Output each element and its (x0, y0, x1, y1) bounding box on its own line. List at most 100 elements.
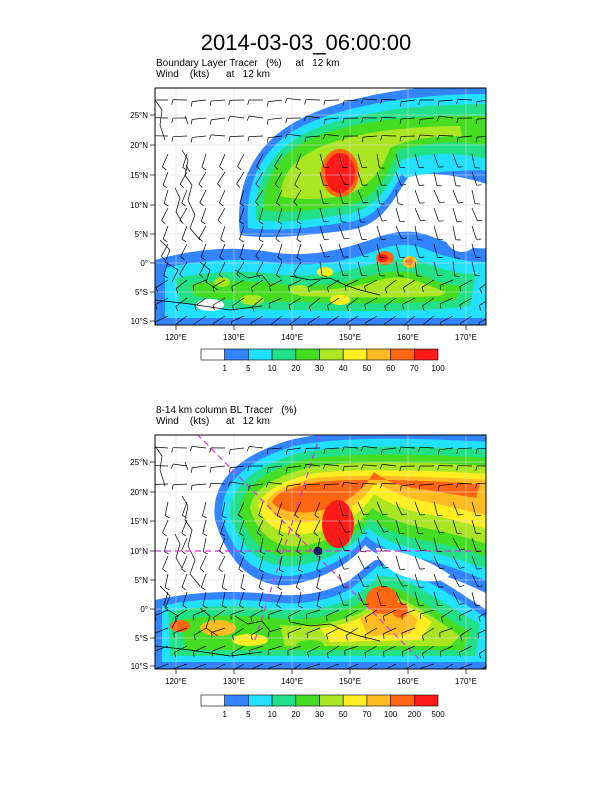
wind-barb-flag (220, 238, 225, 243)
wind-barb-staff (173, 483, 188, 486)
wind-barb-flag (190, 119, 193, 125)
panel1-colorbar: 1 5 10 20 30 40 50 60 70 100 (200, 348, 445, 373)
wind-barb-flag (493, 240, 498, 241)
wind-barb-staff (452, 225, 457, 240)
wind-barb-staff (319, 189, 324, 204)
wind-barb-flag (278, 569, 284, 573)
wind-barb-staff (250, 315, 264, 324)
wind-barb-flag (441, 671, 442, 676)
wind-barb-staff (491, 244, 495, 257)
wind-barb-staff (452, 591, 460, 605)
wind-barb-staff (439, 447, 454, 451)
panel1-wind-barbs (155, 98, 498, 325)
wind-barb-flag (401, 603, 407, 606)
wind-barb-staff (367, 663, 378, 669)
wind-barb-flag (230, 321, 233, 325)
wind-barb-flag (155, 669, 156, 674)
wind-barb-flag (479, 671, 480, 676)
wind-barb-staff (270, 315, 283, 325)
wind-barb-flag (276, 604, 281, 609)
wind-barb-staff (218, 555, 226, 569)
wind-barb-flag (217, 219, 222, 224)
wind-barb-staff (269, 279, 283, 287)
wind-barb-staff (440, 297, 454, 305)
wind-barb-flag (437, 101, 440, 107)
wind-barb-staff (218, 261, 226, 275)
wind-barb-flag (203, 551, 208, 555)
panel1-frame (154, 87, 487, 326)
wind-barb-staff (401, 609, 416, 616)
colorbar-label: 60 (386, 364, 395, 373)
wind-barb-staff (202, 501, 207, 516)
wind-barb-flag (475, 119, 478, 125)
wind-barb-staff (376, 501, 383, 515)
wind-barb-flag (458, 615, 461, 621)
wind-barb-flag (383, 566, 389, 569)
wind-barb-staff (295, 153, 302, 168)
wind-barb-flag (383, 530, 389, 533)
wind-barb-staff (357, 555, 365, 569)
wind-barb-flag (199, 274, 204, 279)
wind-barb-staff (307, 279, 321, 288)
wind-barb-staff (161, 243, 169, 257)
wind-barb-staff (326, 645, 340, 654)
wind-barb-flag (190, 485, 193, 491)
wind-barb-flag (275, 184, 280, 188)
wind-barb-staff (491, 190, 494, 204)
wind-barb-staff (384, 279, 397, 290)
wind-barb-staff (155, 279, 169, 288)
wind-barb-staff (414, 189, 421, 204)
wind-barb-staff (274, 153, 283, 167)
wind-barb-staff (155, 627, 169, 634)
wind-barb-flag (202, 515, 208, 519)
wind-barb-flag (201, 220, 206, 225)
wind-barb-staff (420, 117, 435, 120)
wind-barb-staff (314, 501, 321, 516)
wind-barb-flag (192, 615, 194, 621)
wind-barb-flag (209, 134, 212, 140)
wind-barb-flag (458, 202, 464, 204)
lon-tick-label: 160°E (397, 677, 419, 686)
wind-barb-flag (420, 549, 426, 552)
wind-barb-staff (211, 645, 226, 652)
wind-barb-staff (433, 225, 439, 240)
wind-barb-flag (342, 118, 345, 124)
wind-barb-flag (456, 99, 459, 105)
wind-barb-flag (316, 587, 322, 591)
wind-barb-staff (344, 481, 359, 485)
wind-barb-flag (326, 634, 328, 640)
wind-barb-flag (239, 257, 245, 261)
wind-barb-staff (276, 591, 283, 606)
wind-barb-flag (459, 652, 461, 658)
wind-barb-flag (255, 183, 260, 188)
wind-barb-staff (325, 117, 340, 120)
wind-barb-staff (181, 537, 188, 552)
wind-barb-flag (440, 617, 444, 623)
wind-barb-staff (345, 627, 359, 636)
lat-tick-label: 20°N (130, 488, 148, 497)
wind-barb-staff (306, 627, 321, 634)
wind-barb-flag (219, 550, 224, 555)
wind-barb-staff (288, 297, 302, 306)
wind-barb-flag (219, 166, 224, 171)
wind-barb-staff (287, 465, 302, 469)
lon-tick-label: 150°E (339, 333, 361, 342)
wind-barb-staff (182, 153, 188, 168)
wind-barb-flag (399, 118, 402, 124)
wind-barb-staff (294, 501, 302, 515)
wind-barb-flag (384, 288, 388, 294)
wind-barb-staff (249, 645, 264, 651)
wind-barb-flag (361, 98, 364, 104)
wind-barb-staff (326, 279, 340, 288)
wind-barb-flag (421, 287, 424, 293)
wind-barb-staff (199, 189, 207, 203)
wind-barb-flag (403, 324, 405, 325)
wind-barb-staff (458, 135, 473, 138)
wind-barb-staff (338, 573, 344, 588)
lon-tick-label: 140°E (281, 333, 303, 342)
wind-barb-staff (478, 612, 486, 618)
wind-barb-staff (164, 501, 169, 516)
wind-barb-staff (401, 446, 416, 449)
wind-barb-staff (199, 261, 207, 275)
wind-barb-flag (344, 237, 350, 240)
